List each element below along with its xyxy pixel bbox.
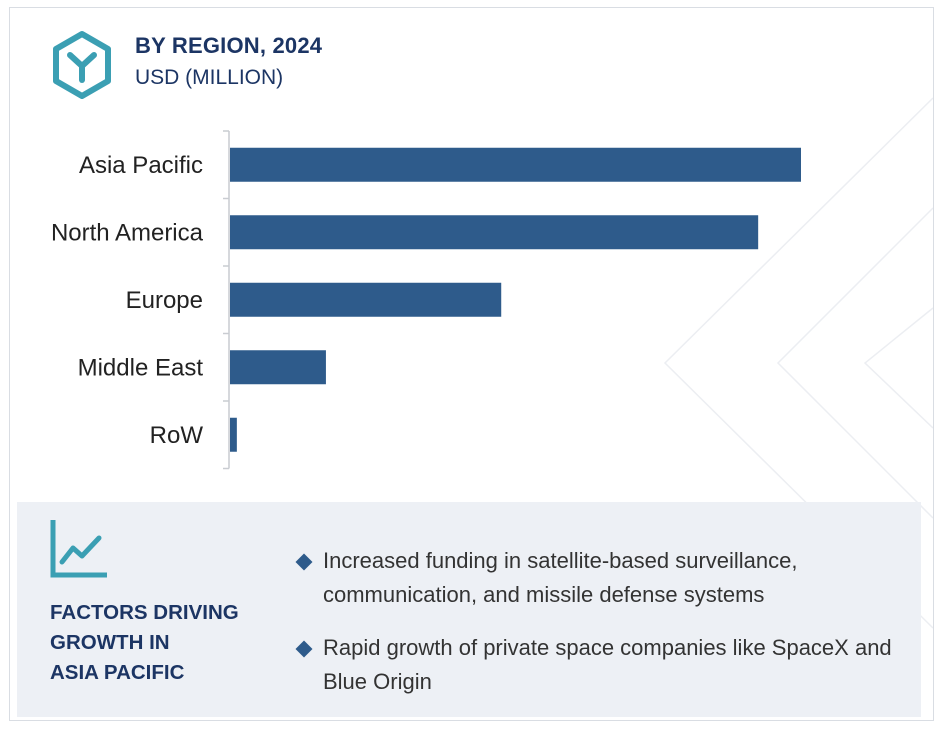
factor-text: Increased funding in satellite-based sur… [323,548,798,607]
bar-asia-pacific [230,147,801,182]
category-label: North America [51,219,204,246]
factors-heading: FACTORS DRIVING GROWTH IN ASIA PACIFIC [50,598,280,688]
chart-subtitle: USD (MILLION) [135,66,284,89]
factors-list: Increased funding in satellite-based sur… [295,544,908,718]
bar-chart: Asia Pacific North America Europe Middle Ea… [51,130,801,470]
factor-item: Rapid growth of private space companies … [295,631,908,699]
diamond-bullet-icon [295,553,313,571]
bar-row [230,417,237,452]
category-label: Europe [126,287,203,314]
category-label: RoW [150,422,204,449]
factor-item: Increased funding in satellite-based sur… [295,544,908,612]
bar-europe [230,282,502,317]
hexagon-y-icon [53,31,111,99]
factors-heading-line: FACTORS DRIVING [50,601,239,624]
trend-up-chart-icon [50,520,107,578]
factors-heading-line: ASIA PACIFIC [50,661,185,684]
category-label: Middle East [78,354,204,381]
factors-heading-line: GROWTH IN [50,631,170,654]
chart-title: BY REGION, 2024 [135,33,323,58]
bar-middle-east [230,350,326,385]
bar-north-america [230,215,759,250]
diamond-bullet-icon [295,640,313,658]
category-label: Asia Pacific [79,152,203,179]
factor-text: Rapid growth of private space companies … [323,635,892,694]
chart-card: BY REGION, 2024 USD (MILLION) Asia Pacif… [9,7,934,721]
factors-panel: FACTORS DRIVING GROWTH IN ASIA PACIFIC I… [17,502,921,717]
